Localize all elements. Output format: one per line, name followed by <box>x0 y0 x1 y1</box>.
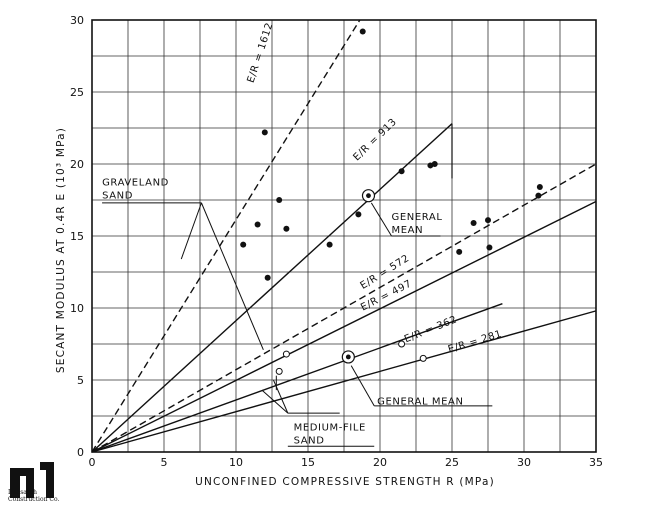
ratio-line-label: E/R = 362 <box>403 314 459 345</box>
y-tick-label: 30 <box>70 14 84 27</box>
x-tick-label: 20 <box>373 456 387 469</box>
data-point-filled <box>398 168 405 175</box>
data-points <box>240 28 543 375</box>
data-point-open <box>398 340 406 348</box>
data-point-filled <box>283 225 290 232</box>
data-point-filled <box>276 197 283 203</box>
ratio-line <box>91 123 453 453</box>
ratio-line <box>91 200 597 453</box>
y-tick-label: 5 <box>77 374 84 387</box>
y-tick-label: 15 <box>70 230 84 243</box>
plot-frame <box>91 19 597 453</box>
grid <box>91 19 597 453</box>
ratio-line-label: E/R = 913 <box>351 117 399 164</box>
annotation-label: GRAVELAND <box>102 178 169 189</box>
annotation-label: MEAN <box>392 225 424 236</box>
mean-point-center <box>366 193 371 199</box>
data-point-filled <box>470 220 477 227</box>
data-point-filled <box>359 28 366 35</box>
company-logo-text: Intasarch Construction Co. <box>8 489 60 503</box>
ratio-line <box>91 303 503 453</box>
ratio-line <box>91 310 597 453</box>
data-point-open <box>419 354 427 362</box>
mean-point-center <box>345 354 351 360</box>
y-tick-label: 10 <box>70 302 84 315</box>
leader-line <box>272 379 289 414</box>
axes <box>91 19 597 453</box>
leader-line <box>261 389 289 414</box>
leader-line <box>350 365 375 407</box>
data-point-filled <box>261 129 268 136</box>
data-point-filled <box>431 161 438 167</box>
data-point-filled <box>486 244 493 251</box>
x-tick-label: 30 <box>517 456 531 469</box>
y-tick-label: 0 <box>77 446 84 459</box>
ratio-line-label: E/R = 1612 <box>246 21 276 84</box>
x-tick-label: 15 <box>301 456 315 469</box>
y-tick-label: 20 <box>70 158 84 171</box>
data-point-filled <box>254 221 261 228</box>
x-axis-title: UNCONFINED COMPRESSIVE STRENGTH R (MPa) <box>195 476 495 488</box>
data-point-filled <box>326 241 333 248</box>
leader-line <box>180 202 202 260</box>
data-point-filled <box>355 211 362 218</box>
leader-line <box>200 202 264 350</box>
ratio-line-label: E/R = 281 <box>447 329 504 356</box>
ratio-line <box>91 163 597 453</box>
ratio-line <box>91 19 361 453</box>
y-tick-label: 25 <box>70 86 84 99</box>
data-point-open <box>275 367 283 375</box>
annotation-label: GENERAL MEAN <box>377 396 463 407</box>
x-tick-label: 25 <box>445 456 459 469</box>
leader-line <box>370 202 392 237</box>
x-tick-label: 10 <box>229 456 243 469</box>
annotations: GRAVELAND SAND GENERAL MEAN GENERAL MEAN MEDI… <box>102 178 493 447</box>
x-tick-label: 0 <box>89 456 96 469</box>
data-point-filled <box>485 217 491 224</box>
annotation-label: MEDIUM-FILE <box>294 422 366 433</box>
data-point-filled <box>264 274 271 281</box>
x-tick-label: 35 <box>589 456 603 469</box>
tick-labels: 0 5 10 15 20 25 30 35 0 5 10 15 20 25 30 <box>70 14 603 469</box>
y-axis-title: SECANT MODULUS AT 0.4R E (10³ MPa) <box>55 127 67 373</box>
data-point-filled <box>456 248 463 255</box>
data-point-filled <box>536 184 543 191</box>
data-point-filled <box>240 241 247 248</box>
annotation-label: SAND <box>294 435 325 446</box>
annotation-label: GENERAL <box>392 212 443 223</box>
annotation-label: SAND <box>102 191 133 202</box>
data-point-filled <box>535 192 542 199</box>
company-logo <box>10 462 54 498</box>
data-point-open <box>282 350 290 358</box>
x-tick-label: 5 <box>161 456 168 469</box>
